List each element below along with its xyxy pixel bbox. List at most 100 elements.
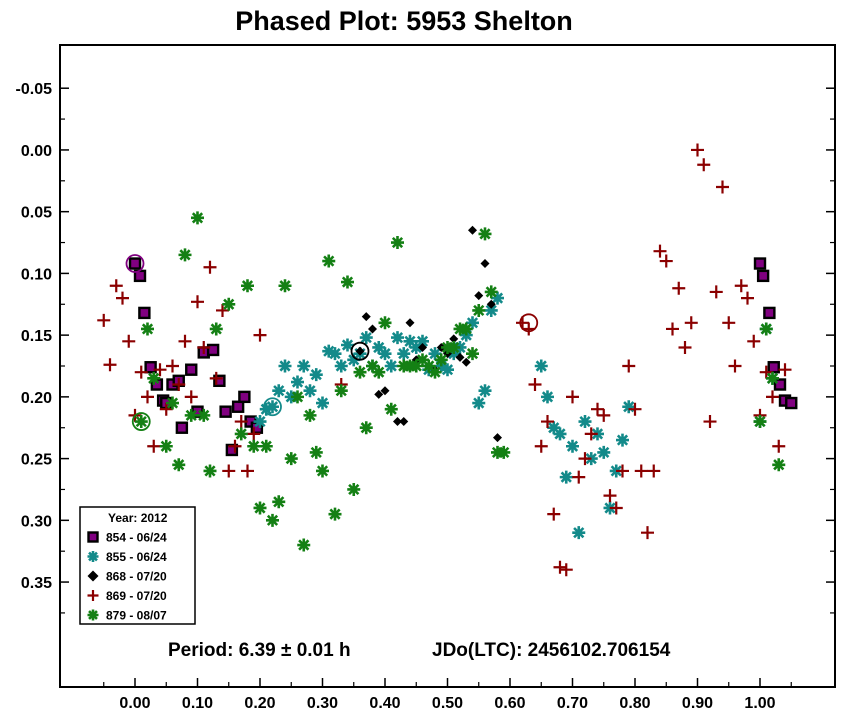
legend-entry-label: 868 - 07/20: [106, 570, 167, 584]
y-tick-label: 0.35: [21, 575, 52, 592]
data-point: [253, 328, 267, 342]
data-point: [591, 402, 604, 416]
data-point: [328, 347, 342, 361]
data-point: [231, 400, 245, 413]
data-point: [478, 227, 492, 241]
data-point: [144, 361, 157, 374]
data-point: [641, 526, 654, 540]
start-point-marker: [131, 412, 151, 431]
data-point: [353, 365, 367, 379]
data-point: [87, 609, 99, 621]
data-point: [372, 365, 386, 379]
data-point: [559, 470, 573, 484]
data-point: [266, 513, 279, 527]
data-point: [141, 322, 154, 336]
data-point: [759, 322, 773, 336]
data-point: [297, 359, 311, 373]
series-0: [125, 254, 798, 457]
data-point: [486, 299, 496, 309]
data-point: [772, 458, 786, 472]
data-point: [441, 363, 454, 377]
data-point: [597, 445, 611, 459]
data-point: [366, 359, 379, 373]
data-point: [378, 347, 392, 361]
data-point: [397, 347, 411, 361]
data-point: [203, 464, 217, 478]
data-point: [578, 415, 592, 429]
data-point: [653, 244, 667, 258]
data-point: [374, 389, 384, 399]
data-point: [709, 285, 723, 299]
data-point: [409, 340, 423, 354]
data-point: [684, 316, 698, 330]
y-tick-label: -0.05: [16, 81, 53, 98]
data-point: [222, 297, 236, 311]
data-point: [175, 421, 189, 434]
data-point: [341, 275, 354, 289]
data-point: [474, 291, 484, 301]
data-point: [184, 390, 198, 404]
data-point: [87, 590, 99, 601]
x-tick-label: 0.50: [432, 695, 463, 712]
data-point: [622, 400, 636, 414]
data-point: [253, 501, 267, 515]
data-point: [422, 359, 436, 373]
data-point: [334, 384, 348, 398]
data-point: [472, 303, 486, 317]
data-point: [616, 464, 629, 478]
x-tick-label: 1.00: [744, 695, 775, 712]
data-point: [209, 322, 223, 336]
data-point: [297, 538, 311, 552]
data-point: [228, 439, 242, 453]
y-tick-label: 0.30: [21, 513, 52, 530]
data-point: [178, 248, 192, 262]
data-point: [347, 482, 361, 496]
data-point: [172, 458, 186, 472]
data-point: [225, 443, 239, 457]
legend-entry-label: 854 - 06/24: [106, 531, 167, 545]
data-point: [753, 415, 767, 429]
data-point: [566, 390, 579, 404]
data-point: [522, 322, 536, 336]
legend-box: [79, 506, 196, 625]
data-point: [213, 374, 226, 388]
x-tick-label: 0.70: [557, 695, 588, 712]
data-point: [716, 180, 729, 194]
data-point: [597, 408, 611, 422]
data-point: [178, 334, 192, 348]
legend-title: Year: 2012: [108, 511, 168, 525]
data-point: [166, 359, 179, 373]
y-tick-label: 0.20: [21, 390, 52, 407]
start-point-marker: [519, 313, 539, 333]
x-tick-label: 0.60: [494, 695, 525, 712]
data-point: [753, 257, 767, 270]
data-point: [449, 334, 459, 344]
data-point: [328, 507, 342, 521]
x-tick-label: 0.40: [369, 695, 400, 712]
data-point: [241, 464, 254, 478]
data-point: [159, 402, 173, 416]
data-point: [384, 402, 398, 416]
data-point: [773, 378, 787, 391]
data-point: [484, 285, 498, 299]
data-point: [763, 306, 776, 320]
data-point: [172, 378, 186, 392]
data-point: [666, 322, 679, 336]
data-point: [566, 439, 579, 453]
data-point: [284, 452, 298, 466]
data-point: [772, 439, 786, 453]
data-point: [359, 421, 373, 435]
data-point: [197, 408, 211, 422]
data-point: [341, 338, 354, 352]
data-point: [393, 417, 402, 427]
data-point: [434, 353, 448, 367]
data-point: [303, 384, 317, 398]
data-point: [122, 334, 136, 348]
data-point: [584, 427, 598, 441]
data-point: [153, 363, 167, 377]
data-point: [528, 378, 542, 392]
data-point: [691, 143, 704, 157]
data-point: [409, 359, 423, 373]
data-point: [278, 279, 292, 293]
data-point: [459, 322, 473, 336]
